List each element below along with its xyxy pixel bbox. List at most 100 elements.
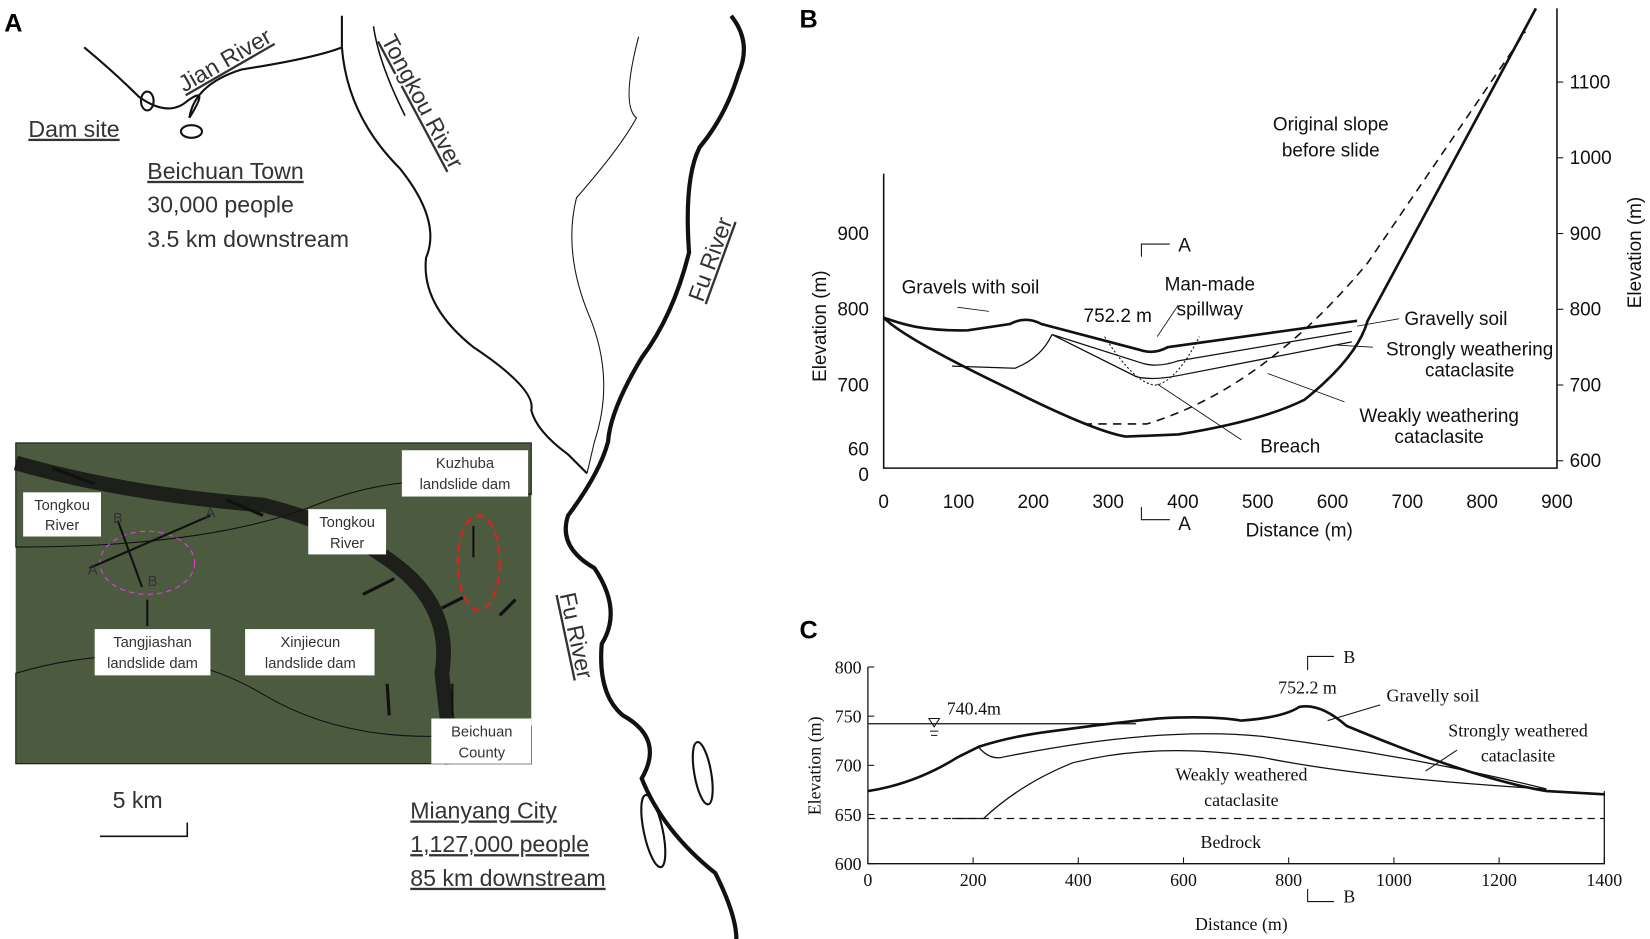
section-marker [1307, 655, 1334, 903]
y-tick-label: 0 [858, 465, 869, 486]
map-label: 3.5 km downstream [147, 226, 349, 252]
x-tick-label: 900 [1541, 492, 1573, 513]
annotation: Gravels with soil [902, 278, 1040, 299]
x-tick-label: 200 [1018, 492, 1050, 513]
map-label: Tongkou River [376, 30, 468, 173]
map-label: 30,000 people [147, 192, 294, 218]
annotation: Bedrock [1201, 832, 1262, 852]
photo-label: River [45, 518, 79, 534]
annotation: Strongly weathering [1386, 340, 1553, 361]
annotation: Weakly weathered [1175, 765, 1307, 785]
rivers [83, 14, 746, 939]
map-label: 1,127,000 people [410, 831, 589, 857]
y-tick-label: 650 [835, 805, 862, 825]
x-tick-label: 400 [1065, 870, 1092, 890]
photo-label: Kuzhuba [436, 456, 495, 472]
annotation: A [1178, 235, 1191, 256]
axis-title: Elevation (m) [805, 716, 826, 815]
annotation: cataclasite [1481, 746, 1555, 766]
photo-label: landslide dam [107, 656, 198, 672]
section-mark: B [148, 574, 158, 590]
annotation: Gravelly soil [1387, 686, 1480, 706]
map-label: Jian River [174, 23, 276, 97]
axes [882, 8, 1558, 469]
x-tick-label: 0 [878, 492, 889, 513]
town-mark [179, 124, 204, 139]
x-tick-label: 600 [1317, 492, 1349, 513]
label-box [431, 718, 532, 764]
y-tick-label: 800 [1570, 300, 1602, 321]
label-box [245, 629, 375, 676]
axis-title: Distance (m) [1195, 914, 1288, 935]
satellite-photo: Tongkou River Tongkou River Kuzhuba land… [13, 442, 532, 765]
annotation: cataclasite [1204, 790, 1278, 810]
section-marker [1140, 243, 1170, 521]
y-tick-label: 60 [848, 440, 869, 461]
section-lines [89, 514, 211, 588]
y-tick-label: 600 [1570, 451, 1602, 472]
map-label: Fu River [555, 590, 599, 681]
pointer-arrows [146, 526, 475, 716]
y-tick-label: 700 [837, 375, 869, 396]
annotation: before slide [1282, 141, 1380, 162]
x-tick-label: 800 [1466, 492, 1498, 513]
axis-title: Elevation (m) [1625, 197, 1646, 308]
annotation: Man-made [1165, 274, 1255, 295]
figure-content: A Dam site Jian River Tongkou River Beic… [4, 5, 1646, 939]
annotation: Gravelly soil [1404, 309, 1507, 330]
fu-river [563, 14, 746, 939]
x-tick-label: 800 [1275, 870, 1302, 890]
annotation: spillway [1177, 300, 1244, 321]
axis-title: Distance (m) [1246, 521, 1353, 542]
annotation: Breach [1260, 436, 1320, 457]
annotation: 752.2 m [1084, 306, 1152, 327]
label-box [308, 509, 387, 555]
panel-label: A [4, 10, 22, 38]
map-label: 5 km [113, 787, 163, 813]
water-symbol [927, 717, 941, 736]
annotation: 752.2 m [1278, 677, 1337, 697]
photo-label: landslide dam [420, 477, 511, 493]
x-tick-label: 200 [960, 870, 987, 890]
annotation: cataclasite [1394, 427, 1483, 448]
y-tick-label: 800 [835, 657, 862, 677]
photo-label: River [330, 536, 364, 552]
jian-river [83, 15, 343, 119]
photo-label: Tangjiashan [113, 635, 192, 651]
panel-a: A Dam site Jian River Tongkou River Beic… [4, 10, 746, 939]
lake [691, 741, 714, 806]
annotation: 740.4m [947, 698, 1001, 718]
photo-label: County [458, 745, 505, 761]
layer-boundaries [952, 330, 1352, 380]
x-tick-label: 1000 [1376, 870, 1412, 890]
x-tick-label: 700 [1392, 492, 1424, 513]
y-tick-label: 1000 [1570, 148, 1612, 169]
section-mark: A [88, 562, 98, 578]
x-tick-label: 1200 [1481, 870, 1517, 890]
annotation: Original slope [1273, 114, 1389, 135]
leader-lines [957, 304, 1400, 441]
map-label: Dam site [28, 116, 119, 142]
panel-label: C [800, 617, 818, 645]
y-tick-label: 700 [1570, 375, 1602, 396]
annotation: B [1343, 647, 1355, 667]
y-tick-label: 700 [835, 756, 862, 776]
tributary [571, 36, 640, 474]
y-tick-label: 600 [835, 854, 862, 874]
map-label: Mianyang City [410, 797, 557, 823]
photo-label: Beichuan [451, 724, 512, 740]
tongkou-river [340, 47, 588, 475]
annotation: cataclasite [1425, 361, 1514, 382]
x-tick-label: 500 [1242, 492, 1274, 513]
original-slope [1083, 31, 1527, 425]
dam-site-mark [139, 90, 155, 112]
photo-label: landslide dam [265, 656, 356, 672]
map-label: Fu River [683, 213, 737, 304]
label-box [401, 450, 529, 497]
map-label: 85 km downstream [410, 865, 605, 891]
panel-b: B Elevation (m) Elevation (m) Distance (… [800, 5, 1647, 541]
section-mark: A [205, 506, 215, 522]
annotation: Weakly weathering [1359, 406, 1519, 427]
x-tick-label: 0 [863, 870, 872, 890]
